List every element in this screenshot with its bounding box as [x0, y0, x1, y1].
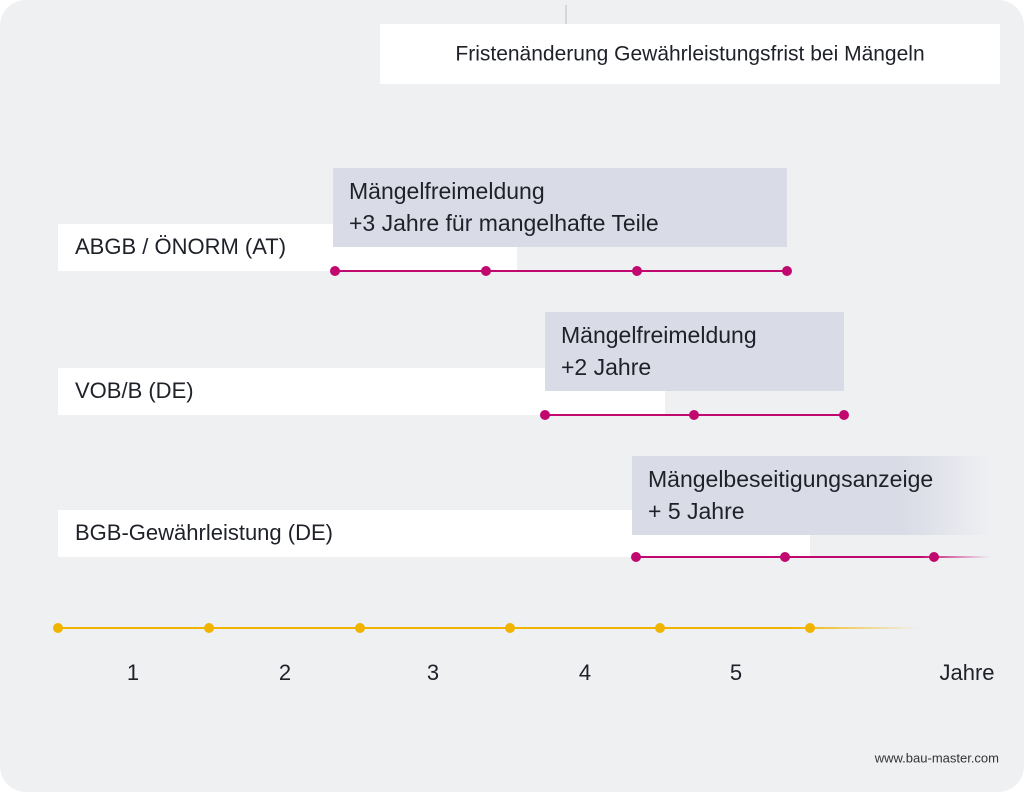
title: Fristenänderung Gewährleistungsfrist bei… [455, 43, 924, 66]
timeline-dot [540, 410, 550, 420]
note-text: + 5 Jahre [648, 498, 745, 524]
note-text: Mängelbeseitigungsanzeige [648, 466, 933, 492]
row-label: VOB/B (DE) [75, 378, 194, 403]
axis-label: 3 [427, 660, 439, 685]
timeline-dot [631, 552, 641, 562]
note-box [545, 312, 844, 391]
axis-label: 1 [127, 660, 139, 685]
timeline-dot [839, 410, 849, 420]
timeline-dot [689, 410, 699, 420]
axis-unit: Jahre [939, 660, 994, 685]
axis [53, 623, 920, 633]
footer: www.bau-master.com [874, 750, 999, 765]
axis-label: 2 [279, 660, 291, 685]
note-text: +3 Jahre für mangelhafte Teile [349, 210, 659, 236]
note-box [333, 168, 787, 247]
axis-label: 4 [579, 660, 591, 685]
timeline-line [636, 556, 990, 558]
timeline-dot [330, 266, 340, 276]
timeline-dot [782, 266, 792, 276]
note-text: Mängelfreimeldung [561, 322, 757, 348]
timeline-dot [632, 266, 642, 276]
title-box [380, 24, 1000, 84]
note-box [632, 456, 992, 535]
timeline-dot [481, 266, 491, 276]
axis-dot [53, 623, 63, 633]
axis-dot [355, 623, 365, 633]
axis-line [58, 627, 920, 629]
timeline-dot [780, 552, 790, 562]
timeline [631, 552, 990, 562]
axis-dot [805, 623, 815, 633]
timeline [330, 266, 792, 276]
row-label: ABGB / ÖNORM (AT) [75, 234, 286, 259]
row-label: BGB-Gewährleistung (DE) [75, 520, 333, 545]
note-text: Mängelfreimeldung [349, 178, 545, 204]
axis-dot [204, 623, 214, 633]
timeline-dot [929, 552, 939, 562]
axis-label: 5 [730, 660, 742, 685]
note-text: +2 Jahre [561, 354, 651, 380]
axis-dot [505, 623, 515, 633]
axis-dot [655, 623, 665, 633]
timeline [540, 410, 849, 420]
